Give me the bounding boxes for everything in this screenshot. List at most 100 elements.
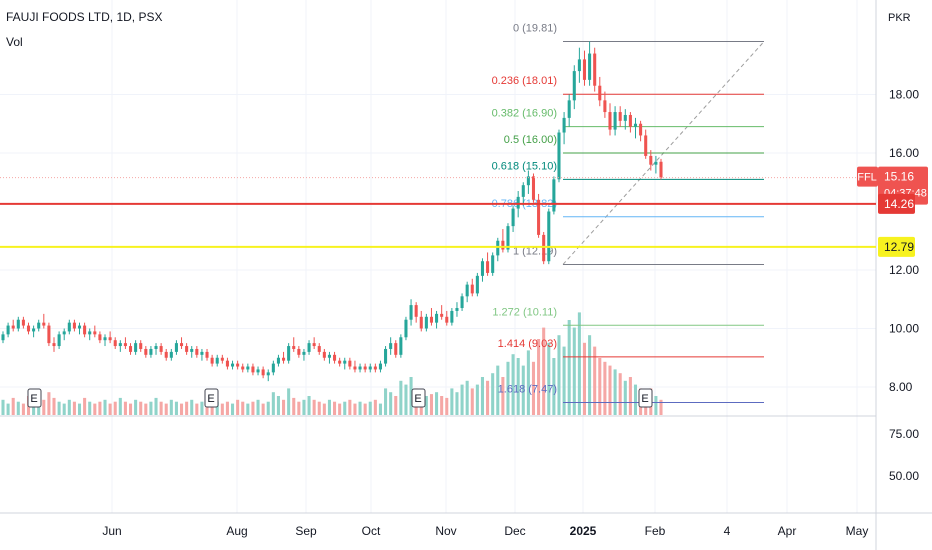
candle-body xyxy=(16,319,20,329)
candle-body xyxy=(633,123,638,127)
volume-bar xyxy=(633,384,638,415)
volume-bar xyxy=(491,373,495,415)
hline-label-text: 14.26 xyxy=(884,197,914,211)
volume-bar xyxy=(358,401,362,415)
volume-bar xyxy=(236,399,240,415)
volume-bar xyxy=(440,396,444,415)
candle-body xyxy=(236,363,240,367)
volume-bar xyxy=(154,397,158,415)
volume-bar xyxy=(287,388,291,415)
volume-bar xyxy=(409,377,413,415)
earnings-label: E xyxy=(207,393,214,405)
volume-bar xyxy=(42,399,46,415)
candle-body xyxy=(460,296,464,309)
volume-bar xyxy=(103,399,107,415)
candle-body xyxy=(603,100,607,113)
candle-body xyxy=(557,132,561,180)
volume-bar xyxy=(307,396,311,415)
volume-bar xyxy=(276,396,280,415)
earnings-marker[interactable]: E xyxy=(411,388,426,408)
horizontal-lines[interactable] xyxy=(0,177,876,248)
volume-bar xyxy=(67,399,71,415)
volume-legend[interactable]: Vol xyxy=(6,35,23,49)
volume-bar xyxy=(261,403,265,415)
volume-bar xyxy=(572,327,576,415)
candle-body xyxy=(317,346,321,352)
candle-body xyxy=(215,357,219,364)
candle-body xyxy=(231,363,235,367)
candle-body xyxy=(62,331,66,335)
volume-bar xyxy=(363,403,367,415)
earnings-marker[interactable]: E xyxy=(27,388,42,408)
volume-bar xyxy=(501,377,505,415)
volume-bar xyxy=(88,401,92,415)
candle-body xyxy=(159,346,163,352)
price-tick-label: 12.00 xyxy=(889,263,919,277)
candle-body xyxy=(628,114,632,127)
volume-bar xyxy=(429,394,433,415)
candle-body xyxy=(501,240,505,250)
candle-body xyxy=(333,354,337,361)
candle-body xyxy=(491,255,495,273)
volume-bar xyxy=(195,403,199,415)
volume-bar xyxy=(32,401,36,415)
candle-body xyxy=(644,135,648,156)
candle-body xyxy=(348,360,352,367)
candle-body xyxy=(271,363,275,373)
candle-body xyxy=(598,85,602,101)
earnings-box xyxy=(204,388,219,408)
volume-bar xyxy=(460,384,464,415)
candle-body xyxy=(26,325,31,332)
hline-label-text: 12.79 xyxy=(884,240,914,254)
fibonacci-retracement[interactable]: 0 (19.81) 0.236 (18.01) 0.382 (16.90) 0.5 (… xyxy=(492,23,765,404)
earnings-box xyxy=(27,388,42,408)
volume-bar xyxy=(470,388,474,415)
chart-title[interactable]: FAUJI FOODS LTD, 1D, PSX xyxy=(6,10,163,24)
volume-bar xyxy=(98,401,102,415)
candle-body xyxy=(266,372,270,376)
candle-body xyxy=(287,346,291,361)
candle-body xyxy=(363,366,367,370)
volume-bar xyxy=(231,403,235,415)
volume-bar xyxy=(552,358,556,415)
candle-body xyxy=(108,337,112,341)
volume-bar xyxy=(521,365,525,415)
earnings-marker[interactable]: E xyxy=(638,388,653,408)
earnings-marker[interactable]: E xyxy=(204,388,219,408)
candle-body xyxy=(496,240,500,256)
candle-body xyxy=(77,325,82,329)
candle-body xyxy=(562,117,566,133)
candle-body xyxy=(552,179,556,212)
volume-bar xyxy=(271,392,275,415)
time-tick-label: 4 xyxy=(724,524,731,538)
candle-body xyxy=(149,348,153,355)
volume-bar xyxy=(465,380,469,415)
candle-body xyxy=(307,343,311,352)
candle-body xyxy=(542,234,546,262)
candle-body xyxy=(486,261,490,273)
volume-bar xyxy=(251,401,255,415)
volume-bar xyxy=(445,397,449,415)
volume-bar xyxy=(37,403,41,415)
candle-body xyxy=(531,176,536,200)
volume-bar xyxy=(118,397,122,415)
hline-price-label: 14.26 xyxy=(878,193,915,214)
time-tick-label: Nov xyxy=(435,524,456,538)
volume-bar xyxy=(623,380,627,415)
price-tick-label: 10.00 xyxy=(889,322,919,336)
volume-bar xyxy=(159,401,163,415)
volume-bar xyxy=(21,403,25,415)
fib-level-label: 0.382 (16.90) xyxy=(492,108,557,120)
fib-level-label: 0.236 (18.01) xyxy=(492,75,557,87)
volume-bar xyxy=(312,399,316,415)
candle-body xyxy=(429,316,433,323)
volume-bar xyxy=(593,346,597,415)
candle-body xyxy=(475,275,479,294)
candle-body xyxy=(205,351,209,358)
currency-label[interactable]: PKR xyxy=(888,12,911,24)
volume-bar xyxy=(215,401,219,415)
volume-bar xyxy=(185,401,189,415)
